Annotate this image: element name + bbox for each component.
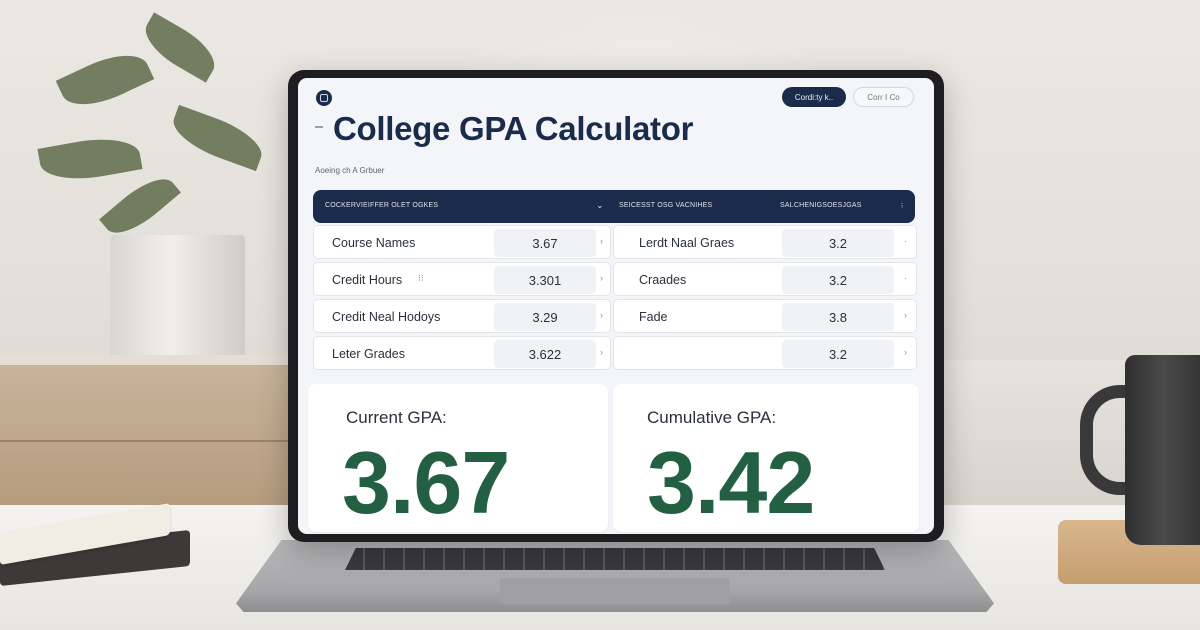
info-mark-icon: ⁝⁝ [418, 273, 424, 283]
cumulative-gpa-label: Cumulative GPA: [647, 408, 777, 427]
app-logo-icon[interactable] [316, 90, 332, 106]
chevron-right-icon[interactable]: › [600, 236, 603, 246]
more-icon[interactable]: ⁝ [901, 203, 904, 210]
primary-button[interactable]: Cordi:ty k.. [782, 87, 846, 107]
cumulative-gpa-value: 3.42 [647, 433, 815, 532]
more-icon[interactable]: · [904, 273, 907, 283]
row-label: Leter Grades [332, 347, 405, 361]
table-row[interactable]: Credit Hours ⁝⁝ 3.301 › [313, 262, 611, 296]
row-value-field[interactable]: 3.622 [494, 340, 596, 368]
page-subtitle: Aoeing ch A Grbuer [315, 166, 385, 175]
table-header: COCKERVIEIFFER OLET OGKES ⌄ SEICESST OSG… [313, 190, 915, 223]
page-title: College GPA Calculator [333, 110, 694, 147]
plant-leaf [37, 131, 143, 187]
table-row[interactable]: Lerdt Naal Graes 3.2 · [613, 225, 917, 259]
chevron-right-icon[interactable]: › [904, 347, 907, 357]
table-row[interactable]: Fade 3.8 › [613, 299, 917, 333]
secondary-button[interactable]: Corr I Co [853, 87, 914, 107]
header-col-2[interactable]: SEICESST OSG VACNIHES [619, 202, 713, 209]
row-value-field[interactable]: 3.301 [494, 266, 596, 294]
row-label: Lerdt Naal Graes [639, 236, 735, 250]
laptop-screen: Cordi:ty k.. Corr I Co College GPA Calcu… [298, 78, 934, 534]
row-label: Course Names [332, 236, 416, 250]
chevron-right-icon[interactable]: › [600, 310, 603, 320]
row-label: Craades [639, 273, 687, 287]
row-value-field[interactable]: 3.29 [494, 303, 596, 331]
coffee-mug [1125, 355, 1200, 545]
header-col-1[interactable]: COCKERVIEIFFER OLET OGKES [325, 202, 439, 209]
cumulative-gpa-card: Cumulative GPA: 3.42 [613, 384, 919, 532]
more-icon[interactable]: · [904, 236, 907, 246]
chevron-down-icon[interactable]: ⌄ [596, 200, 604, 210]
chevron-right-icon[interactable]: › [600, 347, 603, 357]
notebook [0, 500, 190, 586]
table-row[interactable]: Credit Neal Hodoys 3.29 › [313, 299, 611, 333]
table-row[interactable]: Craades 3.2 · [613, 262, 917, 296]
row-value-field[interactable]: 3.2 [782, 340, 894, 368]
table-row[interactable]: 3.2 › [613, 336, 917, 370]
row-label: Credit Hours [332, 273, 403, 287]
row-label: Fade [639, 310, 668, 324]
table-row[interactable]: Leter Grades 3.622 › [313, 336, 611, 370]
row-value-field[interactable]: 3.67 [494, 229, 596, 257]
laptop-keyboard [345, 548, 885, 570]
current-gpa-label: Current GPA: [346, 408, 447, 427]
current-gpa-card: Current GPA: 3.67 [308, 384, 608, 532]
header-col-3[interactable]: SALCHENIGSOESJGAS [780, 202, 862, 209]
row-label: Credit Neal Hodoys [332, 310, 441, 324]
menu-icon[interactable] [315, 126, 323, 128]
laptop-trackpad [500, 578, 730, 604]
shelf-divider [0, 440, 300, 442]
table-row[interactable]: Course Names 3.67 › [313, 225, 611, 259]
plant-leaf [99, 168, 181, 244]
row-value-field[interactable]: 3.2 [782, 266, 894, 294]
plant-leaf [166, 104, 269, 172]
row-value-field[interactable]: 3.2 [782, 229, 894, 257]
current-gpa-value: 3.67 [342, 433, 510, 532]
chevron-right-icon[interactable]: › [904, 310, 907, 320]
plant-leaf [55, 42, 155, 118]
row-value-field[interactable]: 3.8 [782, 303, 894, 331]
chevron-right-icon[interactable]: › [600, 273, 603, 283]
